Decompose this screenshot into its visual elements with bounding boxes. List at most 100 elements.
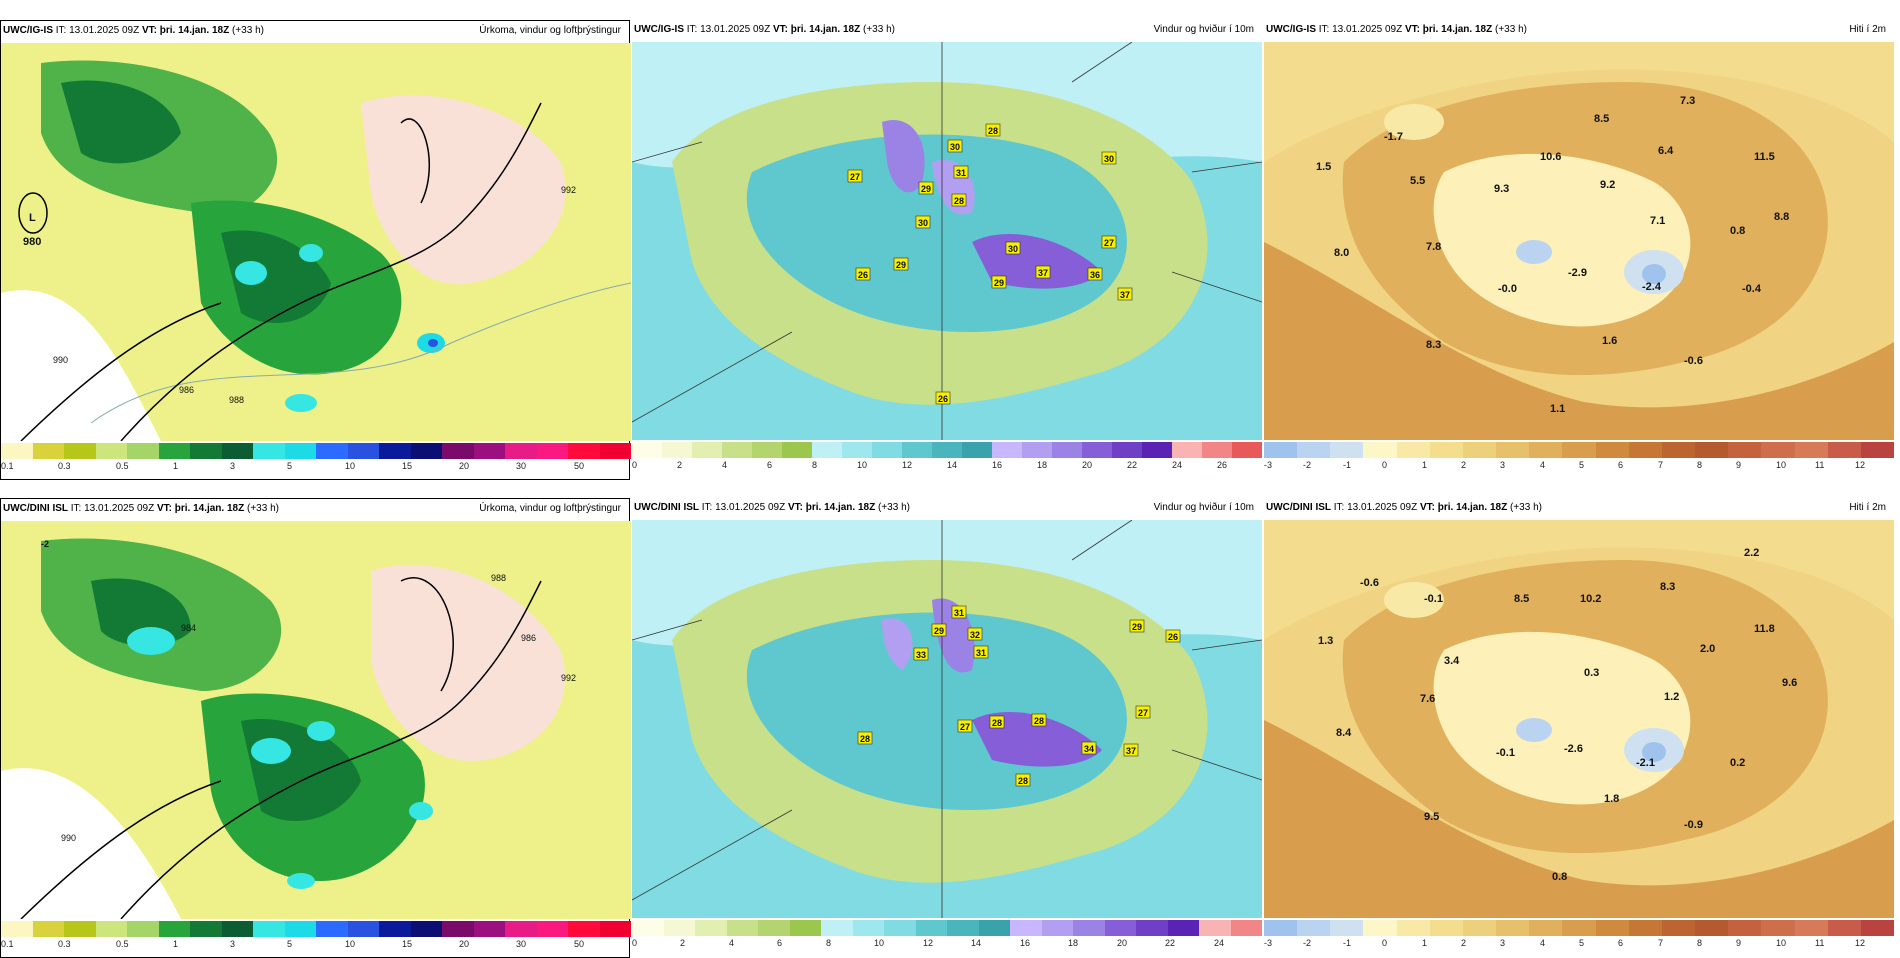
colorbar-segment [1794, 920, 1828, 936]
colorbar-segment [752, 442, 782, 458]
gust-label: 37 [1038, 268, 1048, 278]
colorbar-segment [1112, 442, 1142, 458]
temperature-label: 9.5 [1424, 811, 1439, 823]
colorbar-segment [221, 443, 253, 459]
precip-map-svg: -2 988 986 984 990 992 [1, 521, 631, 919]
colorbar-segment [1, 921, 33, 937]
temperature-label: 6.4 [1658, 145, 1674, 157]
colorbar-tick-label: 10 [345, 461, 356, 471]
colorbar-segment [127, 921, 159, 937]
colorbar-segment [284, 443, 316, 459]
temperature-label: 0.8 [1552, 871, 1567, 883]
colorbar-tick-label: 10 [345, 939, 356, 949]
temperature-label: -2.1 [1636, 757, 1655, 769]
colorbar-tick-label: 8 [1697, 938, 1703, 948]
panel-title: Hiti í 2m [1849, 24, 1886, 35]
colorbar-segment [902, 442, 932, 458]
temperature-label: 1.2 [1664, 691, 1679, 703]
gust-label: 34 [1084, 744, 1094, 754]
colorbar-segment [127, 443, 159, 459]
temperature-label: 8.8 [1774, 211, 1789, 223]
colorbar-segment [726, 920, 758, 936]
panel-precip-dini: UWC/DINI ISL IT: 13.01.2025 09Z VT: þri.… [0, 498, 631, 958]
temperature-label: -0.0 [1498, 283, 1517, 295]
model-name: UWC/DINI ISL [1266, 502, 1331, 513]
colorbar-segment [284, 921, 316, 937]
colorbar-tick-label: 12 [1855, 460, 1866, 470]
gust-label: 27 [1138, 708, 1148, 718]
temperature-label: 11.8 [1754, 623, 1775, 635]
colorbar-segment [599, 443, 631, 459]
issue-time: IT: 13.01.2025 09Z [1331, 502, 1420, 513]
colorbar-segment [1529, 920, 1563, 936]
panel-title: Úrkoma, vindur og loftþrýstingur [479, 503, 621, 514]
temperature-label: -2.4 [1642, 281, 1662, 293]
gust-label: 28 [1034, 716, 1044, 726]
issue-time: IT: 13.01.2025 09Z [1316, 24, 1405, 35]
gust-label: 29 [1132, 622, 1142, 632]
colorbar-segment [1264, 442, 1298, 458]
gust-label: 29 [934, 626, 944, 636]
temperature-label: -2.6 [1564, 743, 1583, 755]
lead-time: (+33 h) [1507, 502, 1542, 513]
colorbar-segment [253, 443, 285, 459]
colorbar-segment [1628, 920, 1662, 936]
colorbar-segment [695, 920, 727, 936]
colorbar-tick-label: -2 [1303, 938, 1312, 948]
temperature-label: 2.0 [1700, 643, 1715, 655]
lead-time: (+33 h) [244, 503, 279, 514]
lead-time: (+33 h) [1492, 24, 1527, 35]
colorbar-ticks: 0.1 0.3 0.5 1 3 5 10 15 20 30 50 [1, 939, 631, 951]
precip-map-svg: L 980 992 986 988 990 [1, 43, 631, 441]
panel-wind-dini: UWC/DINI ISL IT: 13.01.2025 09Z VT: þri.… [632, 498, 1262, 958]
colorbar-tick-label: 11 [1815, 460, 1825, 470]
valid-time: VT: þri. 14.jan. 18Z [772, 24, 861, 35]
lead-time: (+33 h) [860, 24, 895, 35]
colorbar-segment [1628, 442, 1662, 458]
colorbar-tick-label: 26 [1217, 460, 1228, 470]
colorbar-segment [663, 920, 695, 936]
colorbar-segment [64, 921, 96, 937]
colorbar-tick-label: 10 [857, 460, 868, 470]
colorbar-segment [1396, 920, 1430, 936]
panel-title: Vindur og hviður í 10m [1153, 502, 1254, 513]
colorbar-tick-label: 22 [1165, 938, 1176, 948]
temperature-label: 1.6 [1602, 335, 1617, 347]
lead-time: (+33 h) [875, 502, 910, 513]
colorbar-segment [662, 442, 692, 458]
temperature-label: 8.0 [1334, 247, 1349, 259]
pressure-label: 984 [181, 623, 196, 633]
colorbar-tick-label: -3 [1264, 938, 1273, 948]
pressure-label: 980 [23, 236, 41, 248]
pressure-label: 992 [561, 185, 576, 195]
colorbar-segment [347, 443, 379, 459]
colorbar-tick-label: 16 [1020, 938, 1031, 948]
pressure-label: 990 [61, 833, 76, 843]
colorbar-segment [1794, 442, 1828, 458]
colorbar-segment [1595, 442, 1629, 458]
colorbar-tick-label: 5 [287, 939, 293, 949]
colorbar-tick-label: 20 [1082, 460, 1093, 470]
colorbar-tick-label: 6 [767, 460, 773, 470]
issue-time: IT: 13.01.2025 09Z [68, 503, 157, 514]
panel-header: UWC/DINI ISL IT: 13.01.2025 09Z VT: þri.… [3, 503, 625, 519]
colorbar-segment [782, 442, 812, 458]
panel-header: UWC/DINI ISL IT: 13.01.2025 09Z VT: þri.… [1266, 502, 1890, 518]
colorbar-tick-label: 15 [402, 461, 413, 471]
colorbar-segment [1429, 442, 1463, 458]
colorbar-tick-label: 2 [677, 460, 683, 470]
temperature-label: 7.8 [1426, 241, 1441, 253]
colorbar-segment [1860, 920, 1894, 936]
panel-header: UWC/IG-IS IT: 13.01.2025 09Z VT: þri. 14… [634, 24, 1258, 40]
temperature-label: 10.2 [1580, 593, 1601, 605]
colorbar-segment [599, 921, 631, 937]
temperature-label: 1.5 [1316, 161, 1331, 173]
colorbar-ticks: 0.1 0.3 0.5 1 3 5 10 15 20 30 50 [1, 461, 631, 473]
temperature-label: -0.9 [1684, 819, 1703, 831]
colorbar-segment [1172, 442, 1202, 458]
colorbar-tick-label: 3 [230, 461, 236, 471]
temperature-label: -0.1 [1424, 593, 1443, 605]
colorbar-segment [1728, 920, 1762, 936]
panel-title: Úrkoma, vindur og loftþrýstingur [479, 25, 621, 36]
gust-label: 27 [850, 172, 860, 182]
